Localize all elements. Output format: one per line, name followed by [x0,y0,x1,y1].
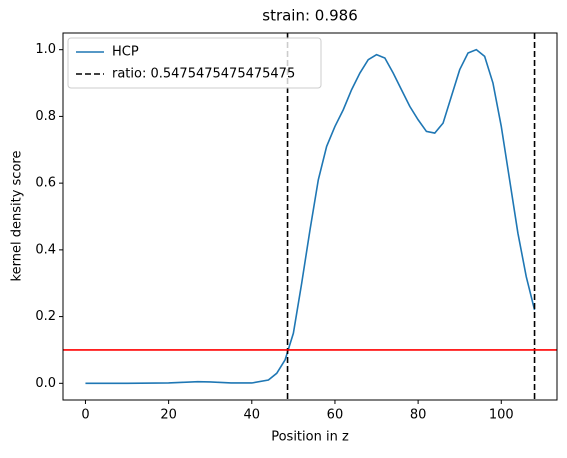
x-axis-label: Position in z [271,430,349,445]
legend-label: ratio: 0.5475475475475475 [112,67,295,82]
y-axis-label: kernel density score [10,151,25,282]
y-tick-label: 1.0 [35,42,56,57]
y-tick-label: 0.8 [35,109,56,124]
y-tick-label: 0.0 [35,376,56,391]
chart-title: strain: 0.986 [262,7,358,25]
line-series [85,48,536,385]
x-tick-label: 0 [81,408,89,423]
x-tick-label: 100 [489,408,514,423]
y-tick-label: 0.6 [35,176,56,191]
legend-box [67,37,322,89]
y-tick-label: 0.4 [35,242,56,257]
x-tick-label: 80 [410,408,427,423]
x-tick-label: 60 [327,408,344,423]
x-tick-label: 40 [244,408,261,423]
x-tick-label: 20 [160,408,177,423]
y-tick-label: 0.2 [35,309,56,324]
legend-label: HCP [112,45,139,60]
plot-frame [62,32,558,401]
